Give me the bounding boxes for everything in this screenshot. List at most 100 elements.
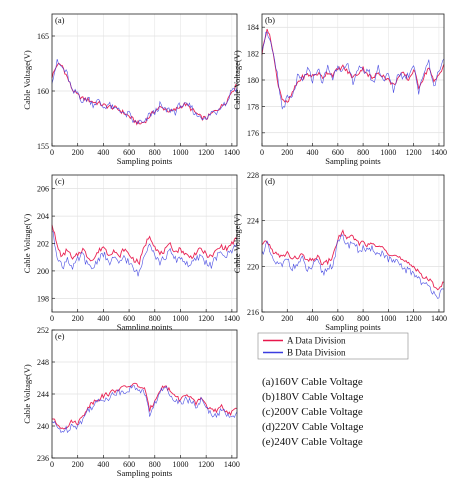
caption-line-e: (e)240V Cable Voltage	[262, 436, 363, 448]
x-tick-label-d-5: 1000	[380, 314, 396, 323]
x-axis-label-b: Sampling points	[325, 156, 381, 166]
x-tick-label-d-3: 600	[332, 314, 344, 323]
y-axis-label-d: Cable Voltage(V)	[232, 214, 242, 274]
x-tick-label-e-2: 400	[97, 460, 109, 469]
caption-list: (a)160V Cable Voltage (b)180V Cable Volt…	[262, 376, 364, 448]
x-tick-label-d-6: 1200	[406, 314, 422, 323]
x-tick-label-c-7: 1400	[224, 314, 240, 323]
chart-panel-d: 0 200 400 600 800 1000 1200 1400 216 220 224 228 Sam…	[232, 171, 447, 332]
y-tick-label-e-3: 248	[37, 358, 49, 367]
y-tick-label-a-2: 165	[37, 32, 49, 41]
y-tick-label-b-3: 182	[247, 50, 259, 59]
x-axis-label-e: Sampling points	[117, 468, 173, 478]
y-axis-label-e: Cable Voltage(V)	[22, 364, 32, 424]
x-tick-label-b-7: 1400	[431, 148, 447, 157]
x-tick-label-b-0: 0	[260, 148, 264, 157]
x-tick-label-d-7: 1400	[431, 314, 447, 323]
y-tick-label-c-2: 202	[37, 240, 49, 249]
caption-line-a: (a)160V Cable Voltage	[262, 376, 363, 388]
x-tick-label-c-2: 400	[97, 314, 109, 323]
legend-label-b: B Data Division	[287, 348, 346, 358]
x-tick-label-a-0: 0	[50, 148, 54, 157]
y-tick-label-b-2: 180	[247, 76, 259, 85]
x-axis-label-a: Sampling points	[117, 156, 173, 166]
y-tick-label-e-2: 244	[37, 390, 49, 399]
series-line-b-a	[261, 28, 445, 103]
caption-line-c: (c)200V Cable Voltage	[262, 406, 363, 418]
panel-tag-e: (e)	[55, 331, 65, 341]
x-tick-label-a-5: 1000	[172, 148, 188, 157]
axes-frame-a	[51, 13, 238, 147]
series-line-c-b	[51, 230, 238, 277]
panel-tag-a: (a)	[55, 15, 65, 25]
x-tick-label-c-6: 1200	[198, 314, 214, 323]
y-axis-label-a: Cable Voltage(V)	[22, 50, 32, 110]
y-tick-label-d-0: 216	[247, 308, 259, 317]
y-tick-label-b-0: 176	[247, 129, 259, 138]
y-tick-label-c-0: 198	[37, 294, 49, 303]
x-tick-label-b-3: 600	[332, 148, 344, 157]
x-tick-label-a-7: 1400	[224, 148, 240, 157]
x-tick-label-a-4: 800	[149, 148, 161, 157]
x-axis-label-c: Sampling points	[117, 322, 173, 332]
y-tick-label-a-0: 155	[37, 142, 49, 151]
series-line-c-a	[51, 224, 238, 266]
y-tick-label-e-4: 252	[37, 326, 49, 335]
x-tick-label-a-6: 1200	[198, 148, 214, 157]
chart-panel-e: 0 200 400 600 800 1000 1200 1400 236 240 244 248 252…	[22, 326, 240, 478]
x-tick-label-e-7: 1400	[224, 460, 240, 469]
y-axis-label-b: Cable Voltage(V)	[232, 50, 242, 110]
y-tick-label-d-3: 228	[247, 171, 259, 180]
chart-panel-c: 0 200 400 600 800 1000 1200 1400 198 200 202 204 206…	[22, 174, 240, 332]
x-tick-label-a-1: 200	[72, 148, 84, 157]
y-tick-label-a-1: 160	[37, 87, 49, 96]
x-tick-label-e-1: 200	[72, 460, 84, 469]
chart-panel-b: 0 200 400 600 800 1000 1200 1400 176 178 180 182 184…	[232, 13, 447, 166]
y-tick-label-e-1: 240	[37, 422, 49, 431]
y-tick-label-c-1: 200	[37, 267, 49, 276]
x-tick-label-b-5: 1000	[380, 148, 396, 157]
x-tick-label-e-3: 600	[123, 460, 135, 469]
x-axis-label-d: Sampling points	[325, 322, 381, 332]
x-tick-label-b-4: 800	[357, 148, 369, 157]
plot-area-d	[262, 175, 444, 312]
x-tick-label-a-2: 400	[97, 148, 109, 157]
x-tick-label-b-6: 1200	[406, 148, 422, 157]
x-tick-label-d-1: 200	[281, 314, 293, 323]
y-axis-label-c: Cable Voltage(V)	[22, 214, 32, 274]
legend-label-a: A Data Division	[287, 336, 346, 346]
panel-tag-c: (c)	[55, 176, 65, 186]
x-tick-label-c-4: 800	[149, 314, 161, 323]
panel-tag-b: (b)	[265, 15, 275, 25]
x-tick-label-c-3: 600	[123, 314, 135, 323]
series-line-b-b	[261, 31, 445, 110]
series-line-e-b	[51, 384, 238, 434]
legend-box	[257, 332, 409, 360]
x-tick-label-e-4: 800	[149, 460, 161, 469]
caption-line-b: (b)180V Cable Voltage	[262, 391, 364, 403]
x-tick-label-d-2: 400	[307, 314, 319, 323]
y-tick-label-d-1: 220	[247, 262, 259, 271]
x-tick-label-d-0: 0	[260, 314, 264, 323]
x-tick-label-a-3: 600	[123, 148, 135, 157]
axes-frame-d	[261, 174, 445, 313]
x-tick-label-c-0: 0	[50, 314, 54, 323]
series-line-e-a	[51, 382, 238, 430]
series-line-d-a	[261, 229, 445, 291]
y-tick-label-c-3: 204	[37, 212, 49, 221]
x-tick-label-c-5: 1000	[172, 314, 188, 323]
legend: A Data Division B Data Division	[257, 332, 409, 360]
x-tick-label-e-0: 0	[50, 460, 54, 469]
x-tick-label-d-4: 800	[357, 314, 369, 323]
plot-area-a	[52, 14, 237, 146]
series-line-a-b	[51, 59, 238, 125]
x-tick-label-e-6: 1200	[198, 460, 214, 469]
chart-panel-a: 0 200 400 600 800 1000 1200 1400 155 160 165 Sampli…	[22, 13, 240, 166]
y-tick-label-b-1: 178	[247, 102, 259, 111]
y-tick-label-b-4: 184	[247, 23, 259, 32]
caption-line-d: (d)220V Cable Voltage	[262, 421, 364, 433]
series-line-d-b	[261, 234, 445, 299]
x-tick-label-b-1: 200	[281, 148, 293, 157]
y-tick-label-c-4: 206	[37, 185, 49, 194]
